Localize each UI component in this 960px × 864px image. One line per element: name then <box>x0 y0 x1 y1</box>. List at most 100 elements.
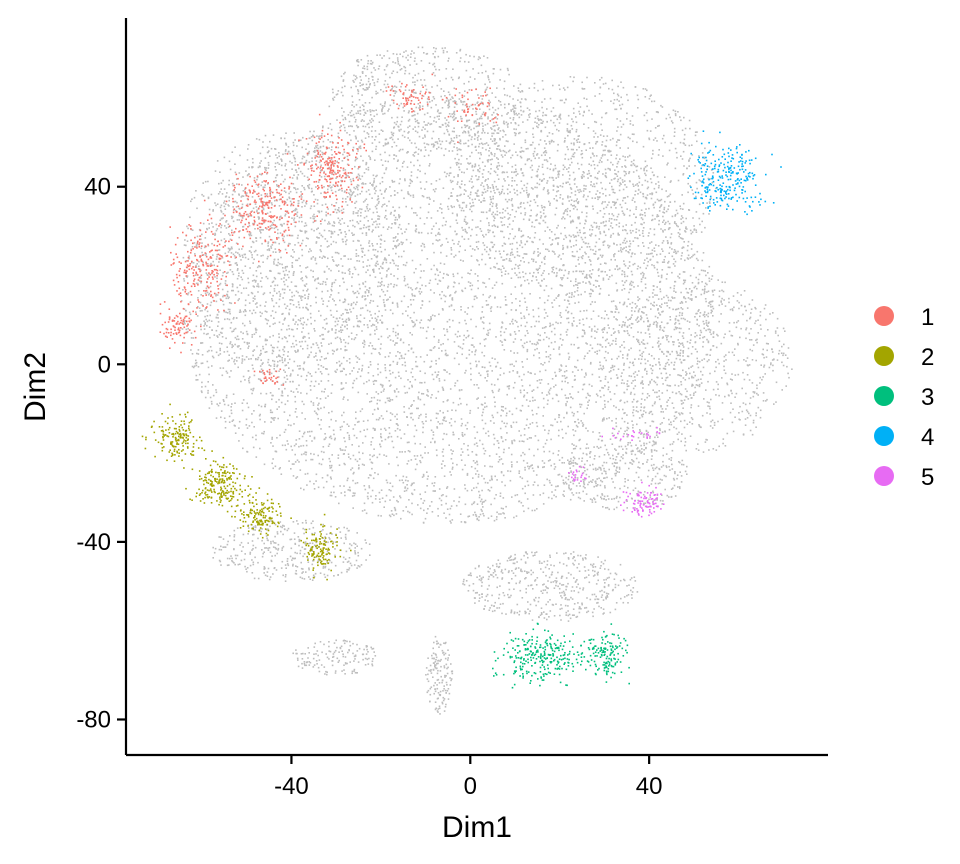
background-cell-point <box>498 456 501 458</box>
background-cell-point <box>426 217 428 219</box>
background-cell-point <box>377 373 379 376</box>
background-cell-point <box>551 491 553 493</box>
background-cell-point <box>258 216 260 219</box>
background-cell-point <box>361 296 364 298</box>
background-cell-point <box>501 265 504 267</box>
background-cell-point <box>393 190 396 192</box>
background-cell-point <box>369 320 371 322</box>
background-cell-point <box>447 125 450 127</box>
background-cell-point <box>394 223 397 225</box>
background-cell-point <box>664 379 667 382</box>
background-cell-point <box>324 438 326 440</box>
background-cell-point <box>500 513 502 515</box>
background-cell-point <box>467 281 470 283</box>
background-cell-point <box>427 395 429 397</box>
background-cell-point <box>516 371 519 373</box>
background-cell-point <box>620 427 622 430</box>
background-cell-point <box>310 400 312 403</box>
background-cell-point <box>396 361 399 364</box>
background-cell-point <box>661 311 663 313</box>
background-cell-point <box>466 222 469 224</box>
background-cell-point <box>516 173 519 175</box>
background-cell-point <box>442 343 444 345</box>
background-cell-point <box>657 271 659 274</box>
background-cell-point <box>566 293 568 295</box>
background-cell-point <box>436 110 439 113</box>
background-cell-point <box>666 361 669 364</box>
background-cell-point <box>627 267 629 269</box>
background-cell-point <box>267 319 270 322</box>
background-cell-point <box>265 275 268 278</box>
background-cell-point <box>201 386 203 388</box>
background-cell-point <box>518 375 521 378</box>
background-cell-point <box>622 454 624 456</box>
background-cell-point <box>477 473 480 476</box>
background-cell-point <box>391 179 393 182</box>
background-cell-point <box>229 308 231 311</box>
background-cell-point <box>444 224 447 226</box>
background-cell-point <box>232 209 235 211</box>
background-cell-point <box>372 427 375 430</box>
background-cell-point <box>523 207 526 210</box>
background-cell-point <box>703 358 706 360</box>
background-cell-point <box>310 269 312 272</box>
background-cell-point <box>413 435 416 438</box>
background-cell-point <box>559 322 562 324</box>
background-cell-point <box>315 412 317 414</box>
background-cell-point <box>578 141 581 143</box>
background-cell-point <box>406 166 409 168</box>
background-cell-point <box>232 253 235 256</box>
background-cell-point <box>362 125 364 128</box>
background-cell-point <box>572 494 575 496</box>
background-cell-point <box>254 190 256 193</box>
background-cell-point <box>615 467 618 469</box>
background-cell-point <box>469 409 472 412</box>
background-cell-point <box>341 318 344 320</box>
background-cell-point <box>504 180 506 182</box>
background-cell-point <box>483 197 485 200</box>
background-cell-point <box>236 335 239 338</box>
background-cell-point <box>363 343 366 346</box>
background-cell-point <box>359 145 362 147</box>
background-cell-point <box>230 412 233 415</box>
background-cell-point <box>610 370 612 372</box>
background-cell-point <box>413 489 416 491</box>
background-cell-point <box>489 295 492 297</box>
background-cell-point <box>673 258 675 260</box>
background-cell-point <box>301 230 303 232</box>
background-cell-point <box>560 269 563 271</box>
background-cell-point <box>447 130 449 133</box>
background-cell-point <box>476 445 479 447</box>
background-cell-point <box>387 160 389 163</box>
background-cell-point <box>501 211 504 214</box>
background-cell-point <box>606 314 608 316</box>
background-cell-point <box>184 323 186 325</box>
background-cell-point <box>216 253 218 256</box>
background-cell-point <box>511 209 514 211</box>
background-cell-point <box>559 333 562 336</box>
background-cells <box>180 46 793 715</box>
background-cell-point <box>638 358 640 360</box>
background-cell-point <box>632 380 634 382</box>
background-cell-point <box>467 307 469 309</box>
background-cell-point <box>680 215 683 217</box>
background-cell-point <box>440 343 442 346</box>
background-cell-point <box>359 227 361 230</box>
background-cell-point <box>545 326 547 328</box>
background-cell-point <box>523 261 525 263</box>
background-cell-point <box>453 309 455 311</box>
background-cell-point <box>561 475 563 478</box>
background-cell-point <box>371 150 374 153</box>
background-cell-point <box>576 359 579 362</box>
background-cell-point <box>535 276 537 278</box>
background-cell-point <box>440 297 443 300</box>
background-cell-point <box>511 496 513 498</box>
background-cell-point <box>316 413 319 416</box>
background-cell-point <box>449 225 452 228</box>
background-cell-point <box>339 447 342 450</box>
background-cell-point <box>285 279 288 281</box>
background-cell-point <box>362 442 364 444</box>
background-cell-point <box>305 306 307 309</box>
background-cell-point <box>318 462 321 465</box>
background-cell-point <box>496 262 498 265</box>
